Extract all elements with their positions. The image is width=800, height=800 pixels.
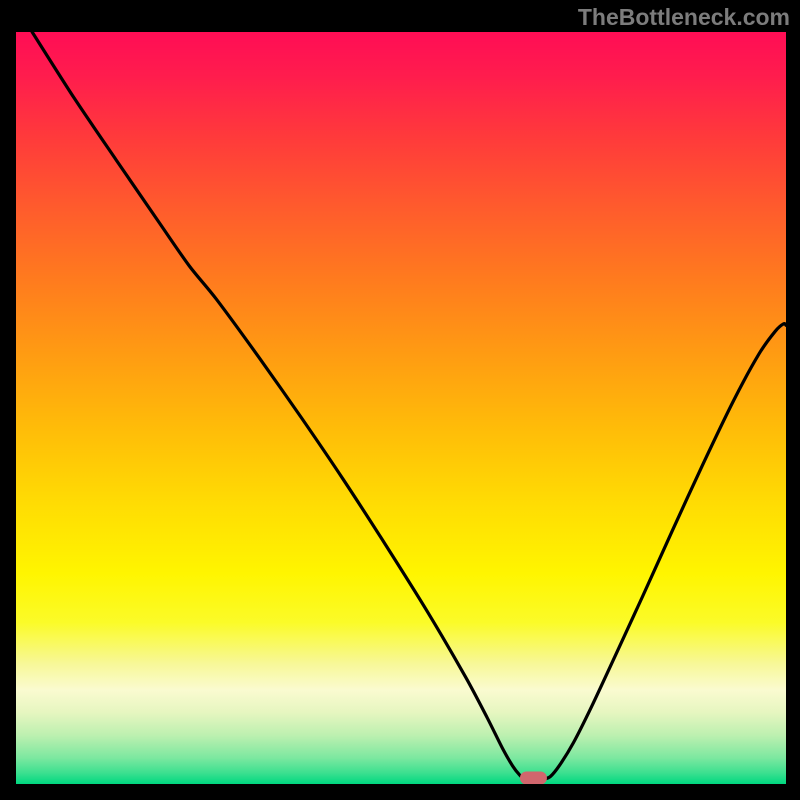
optimal-marker xyxy=(520,771,547,784)
attribution-text: TheBottleneck.com xyxy=(578,4,790,31)
plot-area xyxy=(16,32,786,784)
bottleneck-curve xyxy=(32,32,786,780)
curve-layer xyxy=(16,32,786,784)
